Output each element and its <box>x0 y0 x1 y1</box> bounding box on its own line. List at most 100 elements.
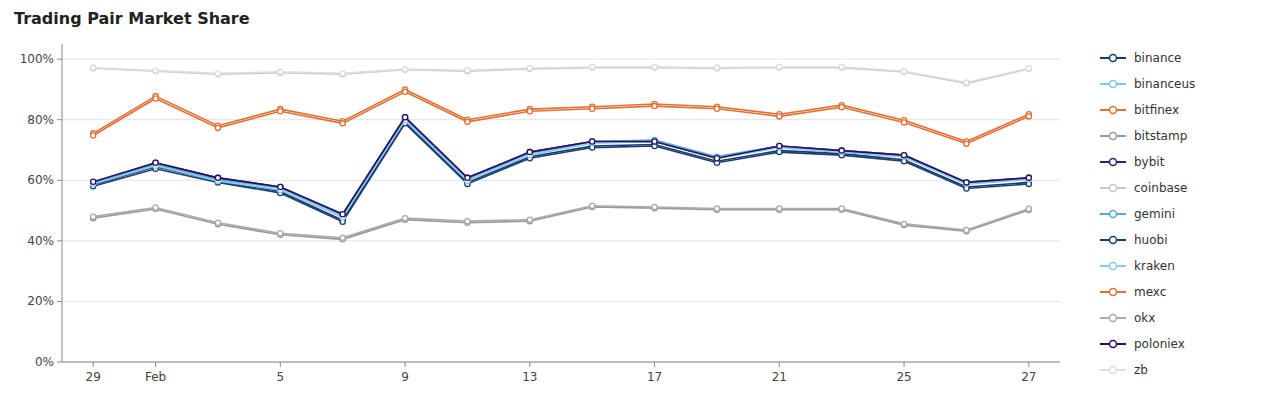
legend-label: gemini <box>1134 207 1175 221</box>
point <box>278 184 283 189</box>
line <box>93 67 1029 82</box>
series <box>91 116 1032 217</box>
point <box>465 219 470 224</box>
series <box>91 89 1032 146</box>
point <box>340 121 345 126</box>
line <box>93 117 1029 214</box>
tick-label: 5 <box>276 370 284 384</box>
point <box>590 64 595 69</box>
point <box>590 139 595 144</box>
point <box>777 143 782 148</box>
point <box>278 70 283 75</box>
point <box>964 180 969 185</box>
legend-marker <box>1110 289 1117 296</box>
tick-label: 21 <box>772 370 787 384</box>
legend-label: okx <box>1134 311 1155 325</box>
legend: binancebinanceusbitfinexbitstampbybitcoi… <box>1100 51 1195 377</box>
point <box>465 119 470 124</box>
point <box>340 212 345 217</box>
tick-label: 20% <box>27 294 54 308</box>
series <box>91 115 1032 217</box>
point <box>527 66 532 71</box>
point <box>1026 66 1031 71</box>
point <box>340 72 345 77</box>
point <box>901 153 906 158</box>
point <box>964 227 969 232</box>
title: Trading Pair Market Share <box>14 9 250 28</box>
point <box>278 231 283 236</box>
point <box>714 156 719 161</box>
axis-line <box>62 362 1060 363</box>
legend-label: bitstamp <box>1134 129 1187 143</box>
tick-label: 27 <box>1021 370 1036 384</box>
tick-label: 80% <box>27 113 54 127</box>
point <box>402 216 407 221</box>
tick-label: 100% <box>20 52 54 66</box>
legend-label: binance <box>1134 51 1182 65</box>
point <box>527 150 532 155</box>
legend-marker <box>1110 159 1117 166</box>
point <box>714 106 719 111</box>
tick-label: 40% <box>27 234 54 248</box>
point <box>652 103 657 108</box>
point <box>402 115 407 120</box>
grid-line <box>62 119 1060 120</box>
tick-label: 17 <box>647 370 662 384</box>
tick-mark <box>57 301 62 302</box>
point <box>91 179 96 184</box>
legend-marker <box>1110 185 1117 192</box>
tick-label: 0% <box>35 355 54 369</box>
point <box>839 64 844 69</box>
point <box>153 96 158 101</box>
series <box>91 87 1032 144</box>
point <box>278 184 283 189</box>
point <box>901 120 906 125</box>
point <box>590 65 595 70</box>
grid-line <box>62 59 1060 60</box>
point <box>153 68 158 73</box>
legend-label: zb <box>1134 363 1148 377</box>
point <box>527 109 532 114</box>
line <box>93 68 1029 84</box>
point <box>1026 175 1031 180</box>
point <box>714 65 719 70</box>
point <box>839 148 844 153</box>
point <box>714 206 719 211</box>
point <box>215 220 220 225</box>
tick-mark <box>93 362 94 367</box>
point <box>91 180 96 185</box>
point <box>340 212 345 217</box>
point <box>839 148 844 153</box>
point <box>402 67 407 72</box>
point <box>215 125 220 130</box>
series <box>91 64 1032 85</box>
tick-mark <box>57 59 62 60</box>
point <box>465 175 470 180</box>
series <box>91 118 1032 220</box>
point <box>402 89 407 94</box>
point <box>215 72 220 77</box>
line <box>93 120 1029 217</box>
tick-mark <box>57 240 62 241</box>
point <box>278 69 283 74</box>
point <box>590 139 595 144</box>
legend-marker <box>1110 55 1117 62</box>
point <box>527 150 532 155</box>
legend-marker <box>1110 81 1117 88</box>
point <box>1026 206 1031 211</box>
legend-marker <box>1110 107 1117 114</box>
legend-marker <box>1110 263 1117 270</box>
point <box>278 109 283 114</box>
point <box>402 115 407 120</box>
series <box>91 119 1032 223</box>
grid-line <box>62 240 1060 241</box>
tick-label: 13 <box>522 370 537 384</box>
point <box>777 143 782 148</box>
point <box>1026 175 1031 180</box>
tick-label: Feb <box>145 370 166 384</box>
line <box>93 119 1029 214</box>
point <box>839 206 844 211</box>
axis-line <box>62 44 63 362</box>
point <box>153 160 158 165</box>
tick-mark <box>57 180 62 181</box>
